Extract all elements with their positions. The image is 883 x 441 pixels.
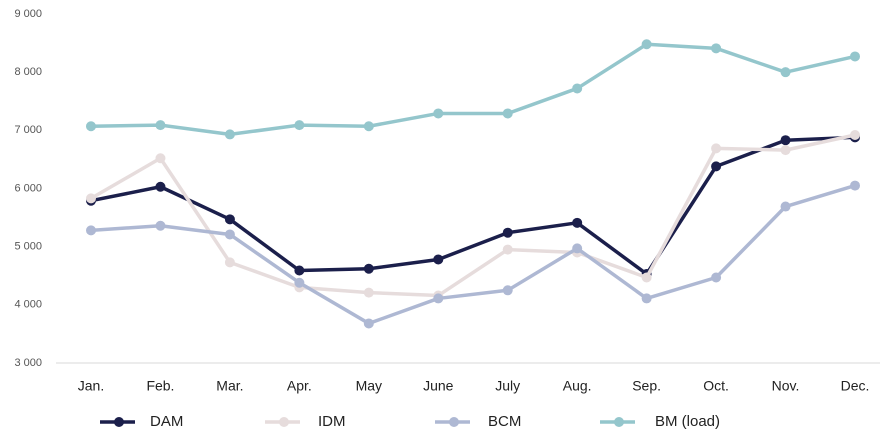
x-tick-label: Feb. — [146, 378, 174, 394]
point — [711, 272, 722, 283]
point — [711, 143, 722, 154]
point — [780, 145, 791, 156]
legend-label: IDM — [318, 413, 346, 430]
point — [711, 43, 722, 54]
y-tick-label: 5 000 — [14, 241, 42, 253]
series-line — [90, 135, 856, 276]
x-tick-label: Oct. — [703, 378, 729, 394]
point — [850, 51, 860, 62]
x-tick-label: Sep. — [632, 378, 661, 394]
y-tick-label: 8 000 — [14, 66, 42, 78]
x-tick-label: May — [356, 378, 382, 394]
point — [433, 108, 444, 119]
point — [502, 285, 513, 296]
point — [224, 129, 235, 140]
legend-swatch — [449, 417, 459, 427]
legend-swatch — [114, 417, 124, 427]
x-tick-label: Nov. — [772, 378, 800, 394]
point — [850, 129, 860, 140]
point — [780, 201, 791, 212]
point — [224, 229, 235, 240]
y-tick-label: 9 000 — [14, 8, 42, 20]
legend-label: BCM — [488, 413, 521, 430]
point — [850, 180, 860, 191]
y-tick-label: 7 000 — [14, 124, 42, 136]
point — [294, 120, 305, 131]
y-tick-label: 3 000 — [14, 357, 42, 369]
point — [363, 121, 374, 132]
point — [86, 225, 96, 236]
x-tick-label: June — [423, 378, 454, 394]
series-line — [90, 133, 856, 298]
point — [224, 214, 235, 225]
x-tick-label: Jan. — [78, 378, 104, 394]
point — [572, 217, 583, 228]
series-line — [90, 42, 856, 137]
x-tick-label: July — [495, 378, 520, 394]
point — [502, 108, 513, 119]
point — [641, 293, 652, 304]
x-tick-label: Aug. — [563, 378, 592, 394]
point — [780, 67, 791, 78]
legend-swatch — [614, 417, 624, 427]
legend-label: DAM — [150, 413, 183, 430]
point — [155, 220, 166, 231]
y-tick-label: 4 000 — [14, 299, 42, 311]
x-tick-label: Mar. — [216, 378, 243, 394]
point — [155, 181, 166, 192]
point — [294, 277, 305, 288]
series-line — [90, 183, 856, 326]
point — [155, 153, 166, 164]
point — [780, 135, 791, 146]
point — [363, 263, 374, 274]
point — [294, 265, 305, 276]
point — [711, 161, 722, 172]
point — [86, 193, 96, 204]
x-tick-label: Dec. — [841, 378, 870, 394]
point — [572, 243, 583, 254]
point — [502, 227, 513, 238]
y-tick-label: 6 000 — [14, 182, 42, 194]
legend-swatch — [279, 417, 289, 427]
point — [502, 244, 513, 255]
point — [363, 287, 374, 298]
point — [363, 318, 374, 329]
point — [572, 83, 583, 94]
point — [641, 39, 652, 50]
point — [641, 272, 652, 283]
point — [224, 257, 235, 268]
point — [155, 120, 166, 131]
point — [433, 254, 444, 265]
point — [433, 293, 444, 304]
x-tick-label: Apr. — [287, 378, 312, 394]
point — [86, 121, 96, 132]
legend-label: BM (load) — [655, 413, 720, 430]
